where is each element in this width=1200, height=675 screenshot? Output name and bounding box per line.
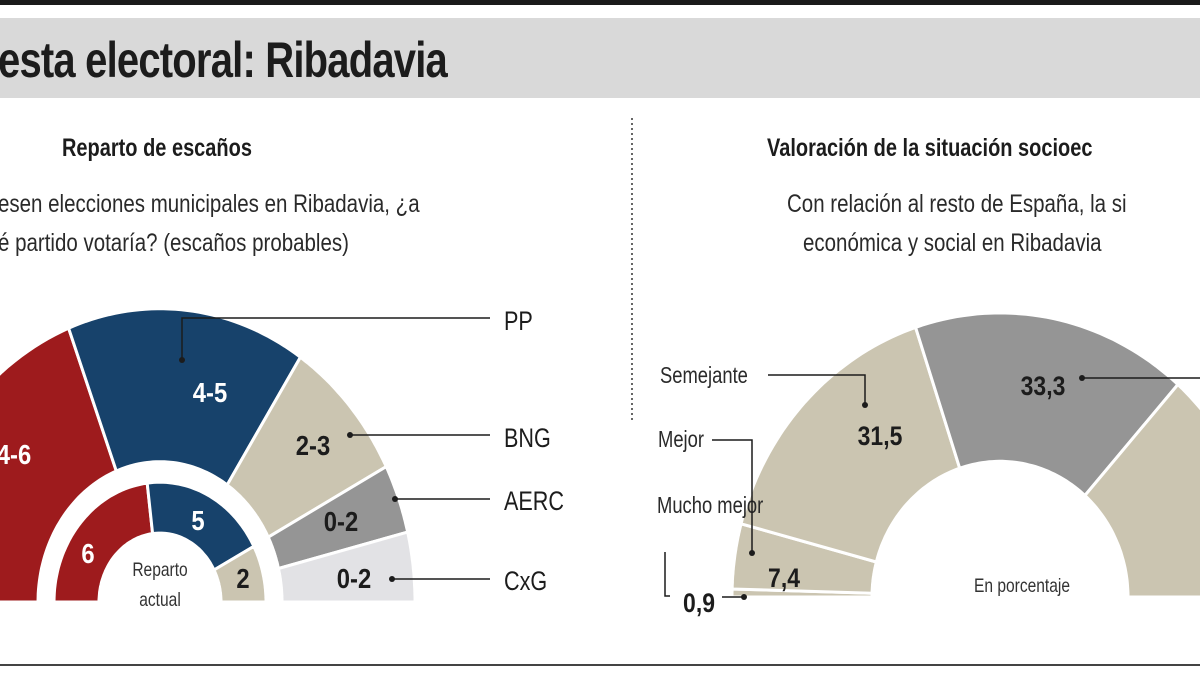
legend-aerc: AERC xyxy=(504,487,564,517)
seats-chart xyxy=(0,307,417,604)
slice-label-aerc-estimate: 0-2 xyxy=(324,505,358,537)
label-mucho-mejor: Mucho mejor xyxy=(657,493,763,518)
leader-lines-right xyxy=(664,374,1200,598)
leader-dot xyxy=(347,432,353,438)
leader-dot xyxy=(179,357,185,363)
top-rule xyxy=(0,0,1200,5)
leader-dot xyxy=(392,496,398,502)
slice-label-cxg-estimate: 0-2 xyxy=(337,562,371,594)
valuation-slice xyxy=(1082,382,1200,599)
legend-cxg: CxG xyxy=(504,567,547,597)
header-band xyxy=(0,18,1200,98)
leader-dot xyxy=(741,594,747,600)
seat-slice-current xyxy=(211,544,268,604)
right-question-line-2: económica y social en Ribadavia xyxy=(803,228,1102,256)
seat-slice-estimate xyxy=(276,530,417,604)
header-title: esta electoral: Ribadavia xyxy=(0,32,449,88)
slice-label-red-current: 6 xyxy=(81,537,94,569)
legend-bng: BNG xyxy=(504,424,551,454)
center-label-line-2: actual xyxy=(139,589,181,611)
valuation-chart xyxy=(730,311,1200,599)
leader-dot xyxy=(1079,375,1085,381)
slice-label-bng-estimate: 2-3 xyxy=(296,429,330,461)
label-semejante: Semejante xyxy=(660,363,748,388)
leader-lines-left xyxy=(181,317,490,580)
slice-label-bng-current: 2 xyxy=(236,562,249,594)
label-mejor: Mejor xyxy=(658,427,704,452)
left-question-line-1: esen elecciones municipales en Ribadavia… xyxy=(0,189,420,217)
center-label-right: En porcentaje xyxy=(974,575,1070,597)
value-semejante: 31,5 xyxy=(858,421,903,451)
slice-label-red-estimate: 4-6 xyxy=(0,438,31,470)
slice-label-pp-current: 5 xyxy=(191,504,204,536)
label-mucho-mejor-text: Mucho mejor xyxy=(657,493,763,518)
right-question-line-1: Con relación al resto de España, la si xyxy=(787,189,1127,217)
right-panel-title: Valoración de la situación socioec xyxy=(767,134,1092,162)
center-label-line-1: Reparto xyxy=(132,559,187,581)
leader-dot xyxy=(749,550,755,556)
value-peor: 33,3 xyxy=(1021,371,1066,401)
legend-pp: PP xyxy=(504,307,533,337)
leader-dot xyxy=(389,576,395,582)
value-mejor: 7,4 xyxy=(768,563,800,593)
left-panel-title: Reparto de escaños xyxy=(62,134,252,162)
slice-label-pp-estimate: 4-5 xyxy=(193,376,227,408)
leader-dot xyxy=(862,402,868,408)
left-question-line-2: é partido votaría? (escaños probables) xyxy=(0,228,349,256)
value-mucho-mejor: 0,9 xyxy=(683,588,715,618)
